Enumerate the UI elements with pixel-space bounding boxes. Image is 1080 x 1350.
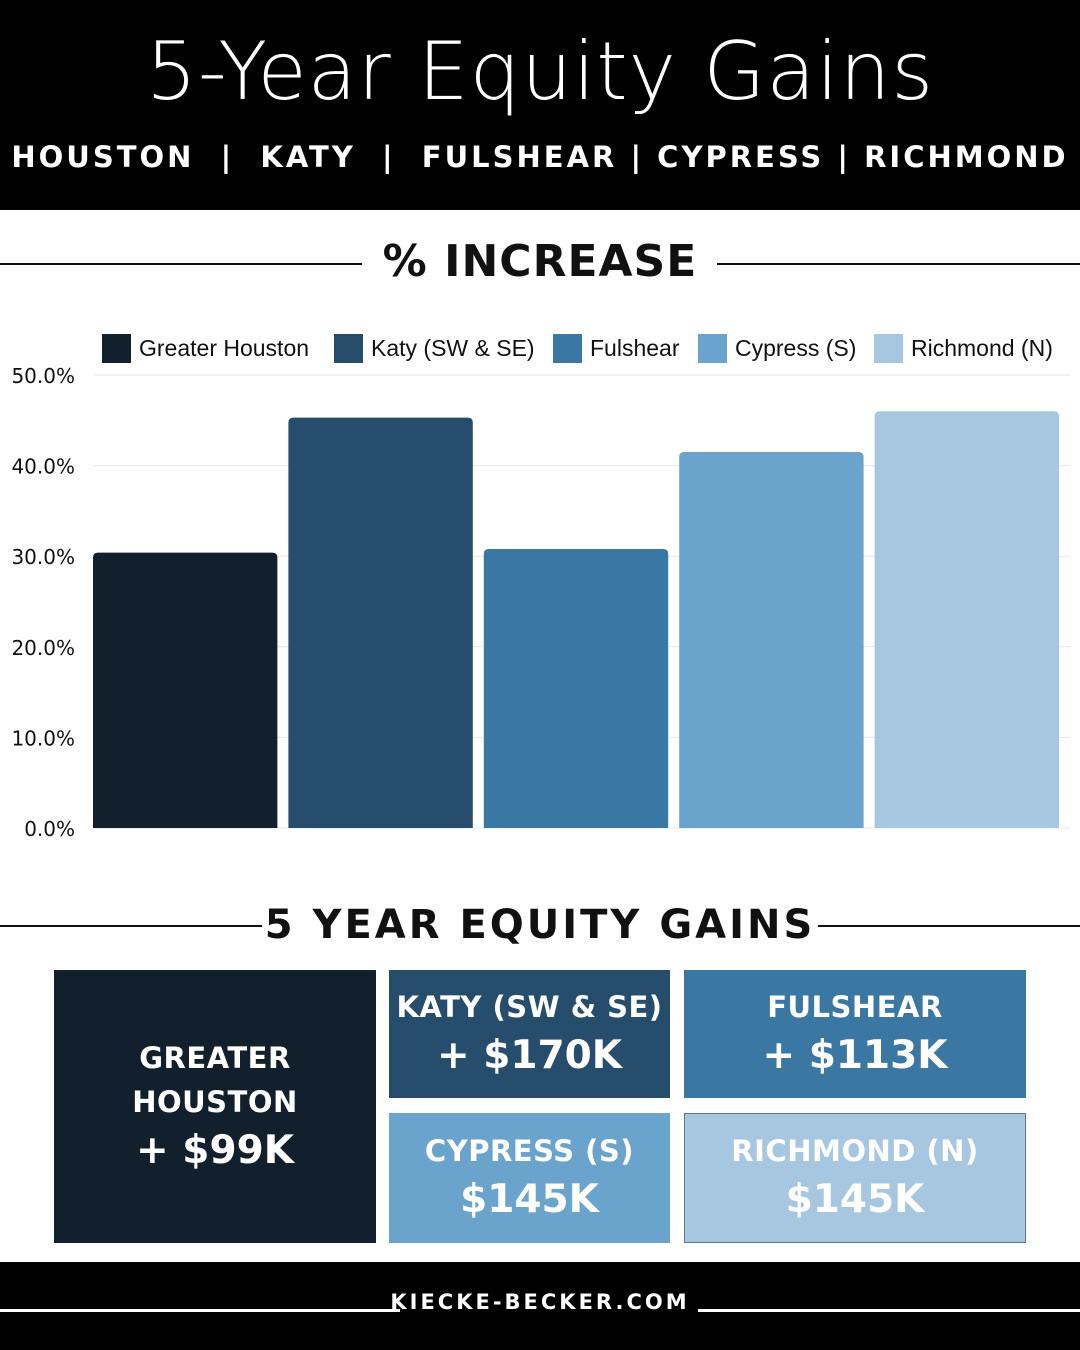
y-tick-label: 10.0% xyxy=(11,726,75,750)
legend-swatch xyxy=(553,333,582,363)
gain-tile-name: CYPRESS (S) xyxy=(424,1134,635,1168)
legend-label: Greater Houston xyxy=(139,334,310,361)
page-title: 5-Year Equity Gains xyxy=(145,25,935,118)
website-link[interactable]: KIECKE-BECKER.COM xyxy=(390,1290,690,1314)
bar-richmond xyxy=(874,411,1059,828)
footer-rule-left xyxy=(0,1309,400,1312)
y-tick-label: 50.0% xyxy=(11,364,75,388)
increase-bar-chart: 0.0% 10.0% 20.0% 30.0% 40.0% 50.0% xyxy=(11,364,1070,841)
section-divider-left xyxy=(0,925,262,927)
gain-tile-name: FULSHEAR xyxy=(767,990,943,1024)
gain-tile-value: + $99K xyxy=(136,1127,294,1173)
y-tick-label: 0.0% xyxy=(24,817,75,841)
legend-item-cypress: Cypress (S) xyxy=(698,330,856,366)
gain-tile-greater-houston: GREATER HOUSTON + $99K xyxy=(54,970,376,1243)
gain-tile-value: $145K xyxy=(785,1177,925,1222)
gain-tile-name: GREATER HOUSTON xyxy=(132,1040,298,1119)
gains-section-title: 5 YEAR EQUITY GAINS xyxy=(264,902,816,948)
legend-swatch xyxy=(698,333,727,363)
gain-tile-fulshear: FULSHEAR + $113K xyxy=(684,970,1026,1098)
section-divider-left xyxy=(0,263,362,265)
gain-tile-name: KATY (SW & SE) xyxy=(396,990,663,1024)
section-divider-right xyxy=(818,925,1080,927)
legend-label: Katy (SW & SE) xyxy=(371,334,535,361)
chart-legend: Greater Houston Katy (SW & SE) Fulshear … xyxy=(0,330,1080,366)
legend-item-richmond: Richmond (N) xyxy=(874,330,1053,366)
bar-greater-houston xyxy=(93,552,278,828)
legend-label: Richmond (N) xyxy=(911,334,1053,361)
legend-label: Fulshear xyxy=(590,334,680,361)
bar-fulshear xyxy=(483,548,669,828)
increase-section-title: % INCREASE xyxy=(382,236,698,287)
y-tick-label: 30.0% xyxy=(11,545,75,569)
page-subtitle: HOUSTON | KATY | FULSHEAR | CYPRESS | RI… xyxy=(11,140,1069,174)
section-divider-right xyxy=(717,263,1080,265)
bar-cypress xyxy=(679,452,864,828)
gain-tile-value: + $113K xyxy=(762,1033,948,1078)
bar-katy xyxy=(288,417,473,828)
y-tick-label: 20.0% xyxy=(11,636,75,660)
footer-rule-right xyxy=(698,1309,1080,1312)
gain-tile-name: RICHMOND (N) xyxy=(731,1134,979,1168)
gain-tile-richmond: RICHMOND (N) $145K xyxy=(684,1113,1026,1243)
legend-swatch xyxy=(874,333,903,363)
legend-swatch xyxy=(334,333,363,363)
footer-bar: KIECKE-BECKER.COM xyxy=(0,1262,1080,1350)
header-banner: 5-Year Equity Gains HOUSTON | KATY | FUL… xyxy=(0,0,1080,210)
y-tick-label: 40.0% xyxy=(11,455,75,479)
gain-tile-value: $145K xyxy=(460,1177,599,1222)
legend-label: Cypress (S) xyxy=(735,334,857,361)
gain-tile-value: + $170K xyxy=(436,1033,623,1078)
gain-tile-katy: KATY (SW & SE) + $170K xyxy=(389,970,670,1098)
legend-swatch xyxy=(102,333,131,363)
legend-item-fulshear: Fulshear xyxy=(553,330,679,366)
legend-item-katy: Katy (SW & SE) xyxy=(334,330,535,366)
gain-tile-cypress: CYPRESS (S) $145K xyxy=(389,1113,670,1243)
legend-item-greater-houston: Greater Houston xyxy=(102,330,309,366)
